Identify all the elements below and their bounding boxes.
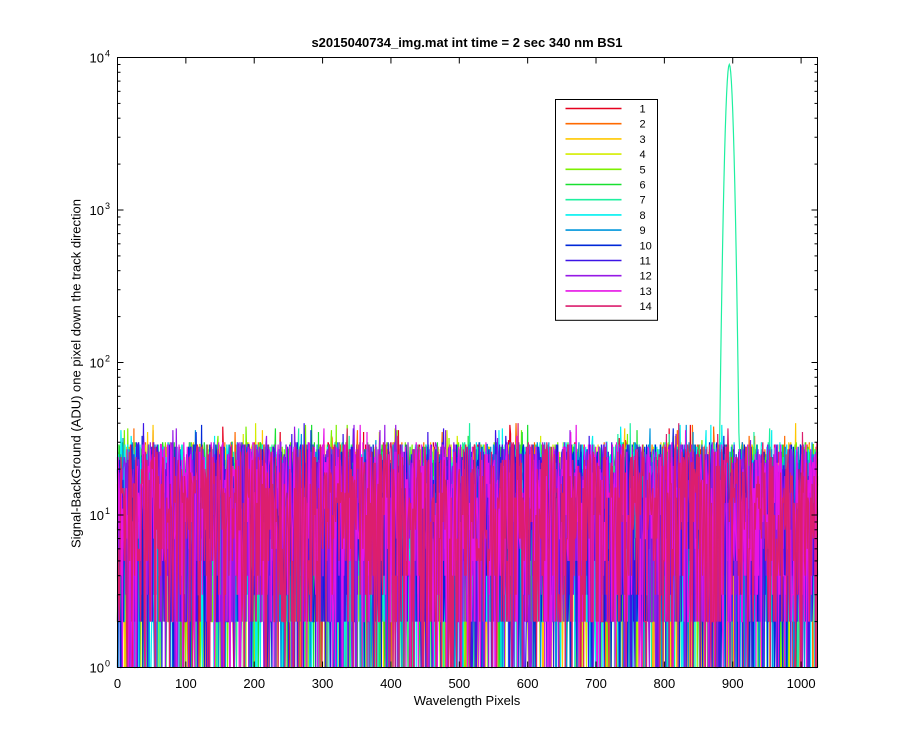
y-tick-label: 10 xyxy=(90,508,104,523)
x-tick-label: 600 xyxy=(517,676,539,691)
x-tick-label: 100 xyxy=(175,676,197,691)
legend-label-6: 6 xyxy=(640,180,646,192)
chart-title: s2015040734_img.mat int time = 2 sec 340… xyxy=(311,35,623,50)
x-tick-label: 900 xyxy=(722,676,744,691)
legend-label-4: 4 xyxy=(640,149,646,161)
y-tick-label: 10 xyxy=(90,51,104,66)
y-tick-label-exponent: 0 xyxy=(105,659,110,669)
legend-label-5: 5 xyxy=(640,164,646,176)
legend-label-3: 3 xyxy=(640,134,646,146)
series-layer xyxy=(116,62,819,669)
x-axis-label: Wavelength Pixels xyxy=(413,693,521,708)
y-tick-label: 10 xyxy=(90,203,104,218)
y-tick-label: 10 xyxy=(90,356,104,371)
x-tick-label: 500 xyxy=(448,676,470,691)
x-tick-label: 1000 xyxy=(787,676,816,691)
legend-box xyxy=(555,99,658,321)
legend-label-10: 10 xyxy=(640,240,652,252)
x-tick-label: 0 xyxy=(114,676,121,691)
legend-label-8: 8 xyxy=(640,210,646,222)
legend-label-2: 2 xyxy=(640,119,646,131)
y-tick-label: 10 xyxy=(90,661,104,676)
y-tick-label-exponent: 2 xyxy=(105,354,110,364)
series-line-14 xyxy=(116,423,819,669)
x-tick-label: 200 xyxy=(243,676,265,691)
x-tick-label: 700 xyxy=(585,676,607,691)
y-tick-label-exponent: 1 xyxy=(105,506,110,516)
legend-label-12: 12 xyxy=(640,271,652,283)
x-tick-label: 800 xyxy=(654,676,676,691)
legend-label-14: 14 xyxy=(640,301,652,313)
y-tick-label-exponent: 3 xyxy=(105,201,110,211)
legend-label-9: 9 xyxy=(640,225,646,237)
legend-label-7: 7 xyxy=(640,195,646,207)
y-tick-label-exponent: 4 xyxy=(105,49,110,59)
legend-label-1: 1 xyxy=(640,104,646,116)
y-axis-label: Signal-BackGround (ADU) one pixel down t… xyxy=(68,199,84,549)
legend-label-11: 11 xyxy=(640,256,651,268)
x-tick-label: 300 xyxy=(312,676,334,691)
x-tick-label: 400 xyxy=(380,676,402,691)
legend-label-13: 13 xyxy=(640,286,652,298)
